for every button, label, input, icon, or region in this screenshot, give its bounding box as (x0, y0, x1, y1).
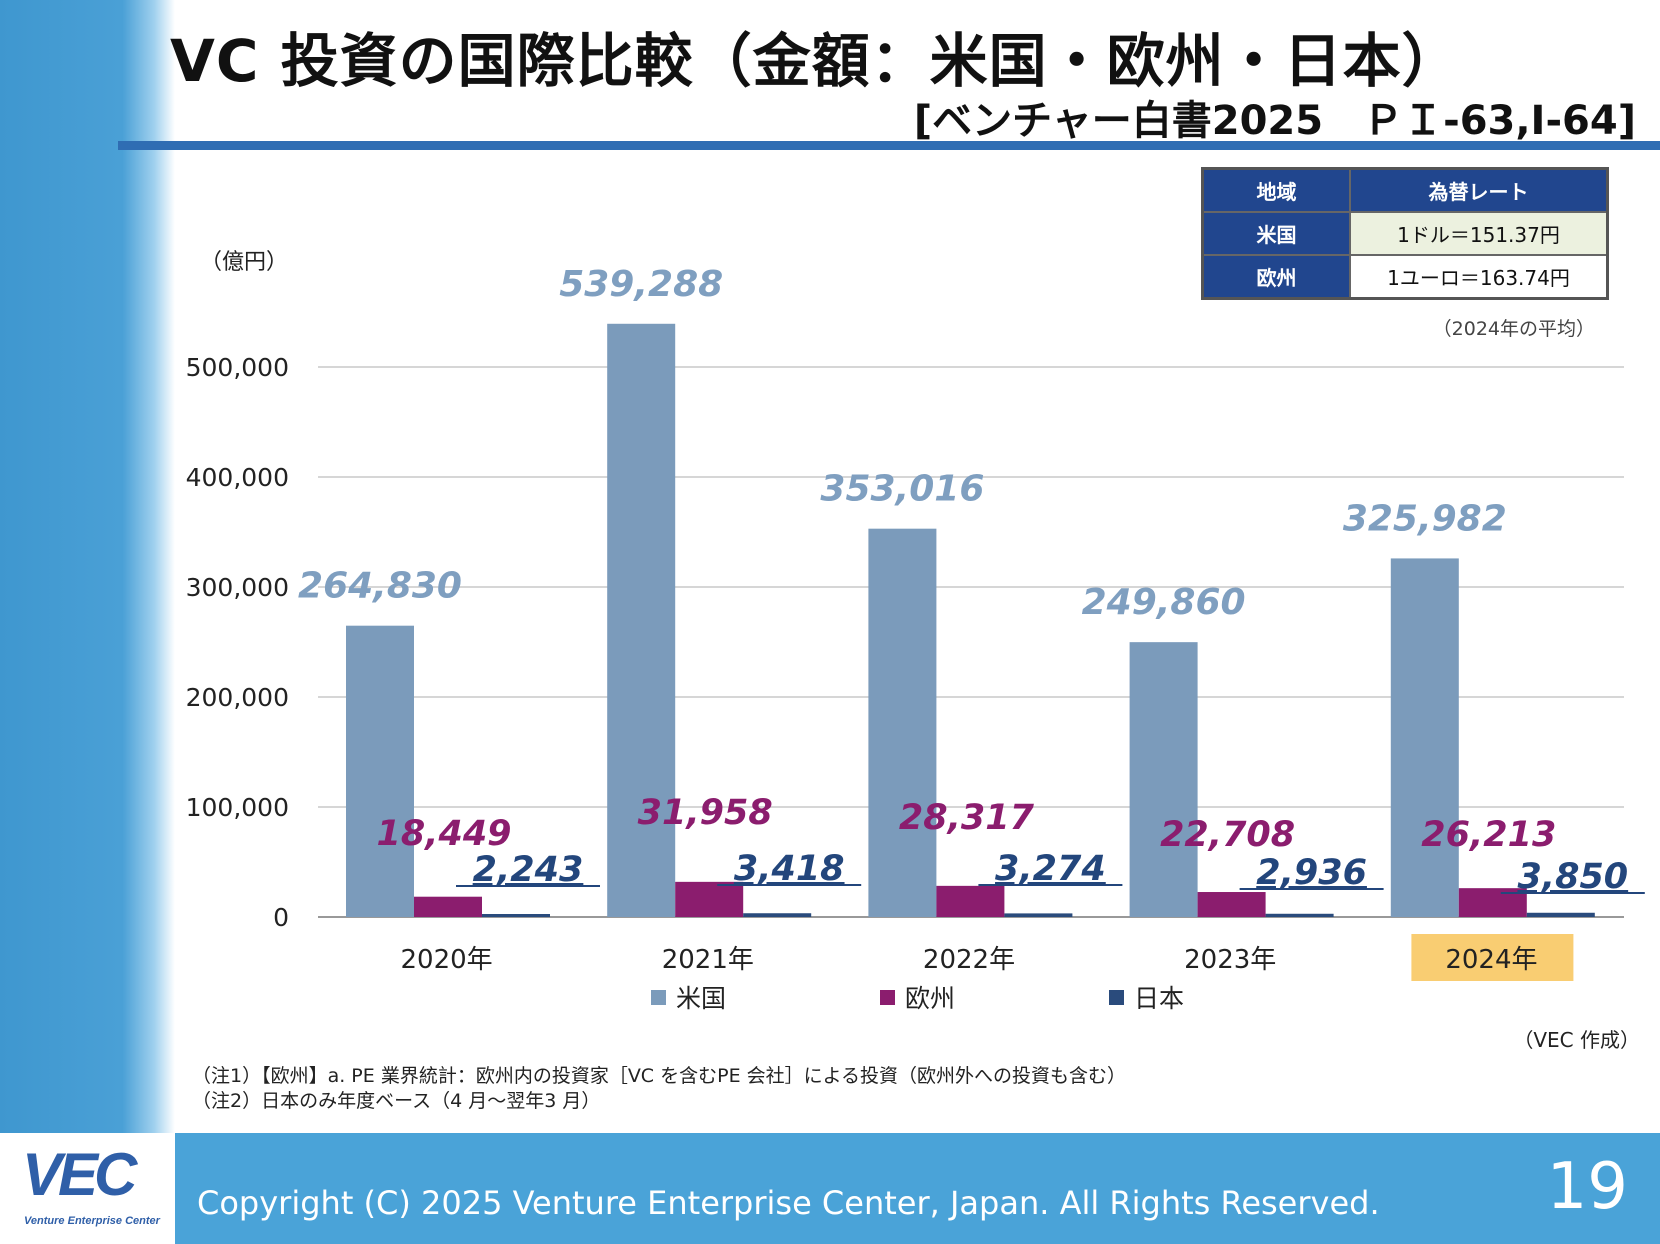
rate-table-header-row: 地域 為替レート (1201, 167, 1609, 213)
rate-table-rate: 1ユーロ＝163.74円 (1349, 254, 1609, 300)
rate-table-region: 欧州 (1201, 254, 1351, 300)
rate-table-row: 米国 1ドル＝151.37円 (1201, 211, 1609, 256)
x-tick-label: 2024年 (1445, 945, 1537, 975)
footnote-2: （注2）日本のみ年度ベース（4 月～翌年3 月） (192, 1090, 601, 1112)
data-label-europe: 18,449 (376, 814, 511, 854)
y-tick-label: 300,000 (186, 573, 289, 602)
x-tick-label: 2023年 (1184, 945, 1276, 975)
footer-band (0, 1133, 1660, 1244)
legend-label: 日本 (1134, 984, 1184, 1013)
logo-box (0, 1133, 175, 1244)
page-title: VC 投資の国際比較（金額：米国・欧州・日本） (170, 27, 1461, 95)
vec-logo-subtitle: Venture Enterprise Center (24, 1215, 160, 1227)
legend-swatch-us (651, 990, 666, 1005)
data-label-us: 264,830 (298, 566, 462, 607)
y-tick-label: 200,000 (186, 683, 289, 712)
rate-table-header-region: 地域 (1201, 167, 1351, 213)
data-label-japan: 3,850 (1517, 857, 1628, 897)
y-tick-label: 0 (273, 903, 289, 932)
y-axis-unit-label: （億円） (200, 250, 289, 275)
copyright-text: Copyright (C) 2025 Venture Enterprise Ce… (197, 1184, 1380, 1222)
left-decorative-band (0, 0, 175, 1133)
page-number: 19 (1546, 1150, 1628, 1224)
data-label-europe: 28,317 (899, 798, 1035, 838)
bar-japan (482, 914, 550, 917)
bar-japan (1265, 913, 1334, 917)
rate-table-row: 欧州 1ユーロ＝163.74円 (1201, 254, 1609, 300)
bar-europe (1197, 892, 1266, 917)
bar-europe (675, 881, 744, 917)
title-divider (118, 141, 1660, 150)
data-label-us: 325,982 (1343, 498, 1507, 539)
data-label-us: 539,288 (559, 264, 723, 305)
y-tick-label: 100,000 (186, 793, 289, 822)
footnote-1: （注1）【欧州】a. PE 業界統計：欧州内の投資家［VC を含むPE 会社］に… (192, 1065, 1127, 1087)
data-label-japan: 2,936 (1256, 853, 1367, 893)
legend-label: 米国 (676, 984, 726, 1013)
bar-japan (743, 913, 812, 917)
data-label-japan: 3,274 (995, 849, 1106, 889)
rate-table-header-rate: 為替レート (1349, 167, 1609, 213)
bar-europe (936, 885, 1005, 917)
vec-logo: VEC (22, 1141, 137, 1208)
exchange-rate-table: 地域 為替レート 米国 1ドル＝151.37円 欧州 1ユーロ＝163.74円 (1201, 167, 1609, 300)
exchange-rate-note: （2024年の平均） (1432, 318, 1595, 340)
bar-chart: 0 100,000 200,000 300,000 400,000 500,000 264,… (186, 264, 1645, 1013)
legend-label: 欧州 (905, 984, 955, 1013)
x-tick-label: 2022年 (923, 945, 1015, 975)
bar-us (607, 323, 676, 917)
source-reference: [ベンチャー白書2025 ＰＩ-63,I-64] (913, 98, 1636, 144)
data-label-us: 353,016 (820, 469, 984, 510)
x-tick-label: 2021年 (662, 945, 754, 975)
bar-us (1129, 642, 1198, 917)
legend-swatch-japan (1109, 990, 1124, 1005)
bar-us (1390, 558, 1459, 917)
rate-table-rate: 1ドル＝151.37円 (1349, 211, 1609, 256)
author-credit: （VEC 作成） (1513, 1028, 1640, 1052)
data-label-europe: 31,958 (638, 793, 773, 833)
bar-europe (414, 896, 482, 917)
bar-us (346, 625, 414, 917)
bar-japan (1526, 912, 1595, 917)
highlight-2024-box (1411, 934, 1574, 981)
y-tick-label: 400,000 (186, 463, 289, 492)
data-label-us: 249,860 (1082, 582, 1246, 623)
bar-us (868, 528, 937, 917)
rate-table-region: 米国 (1201, 211, 1351, 256)
data-label-europe: 22,708 (1160, 815, 1295, 855)
bar-japan (1004, 913, 1073, 917)
data-label-japan: 3,418 (734, 849, 845, 889)
legend-swatch-europe (880, 990, 895, 1005)
y-tick-label: 500,000 (186, 353, 289, 382)
data-label-europe: 26,213 (1421, 815, 1556, 855)
x-tick-label: 2020年 (401, 945, 493, 975)
data-label-japan: 2,243 (473, 850, 584, 890)
